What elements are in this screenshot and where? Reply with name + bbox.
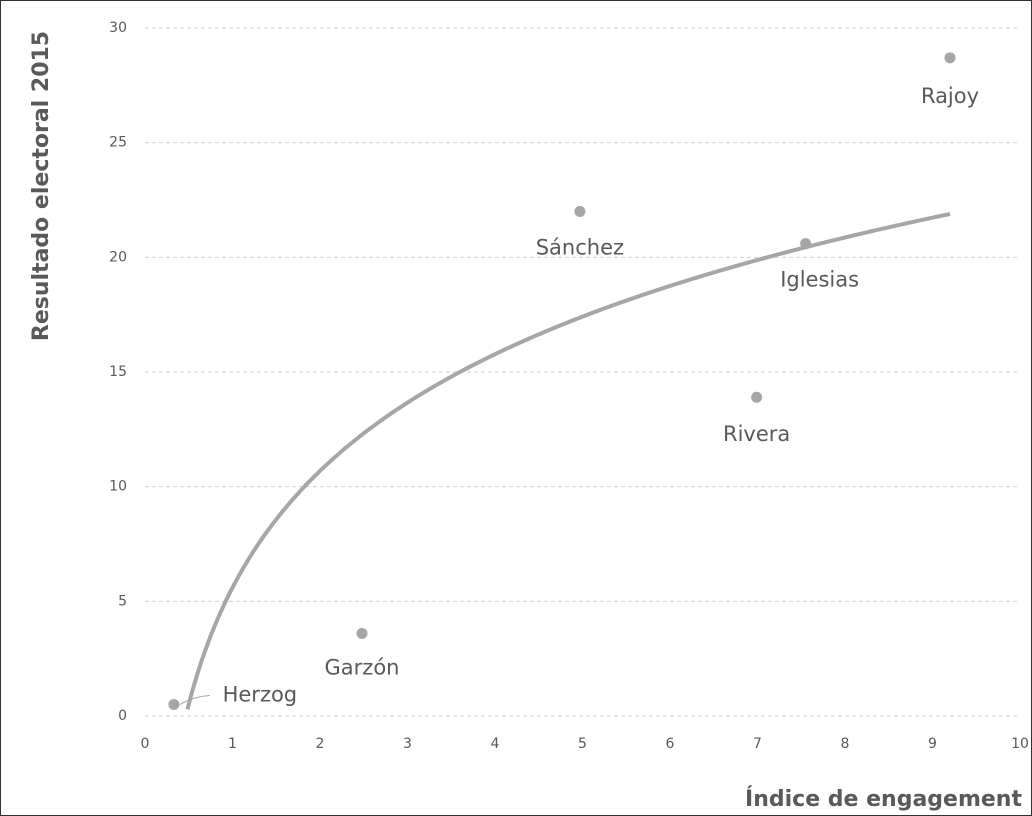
x-tick-label: 8: [841, 736, 850, 752]
y-tick-label: 25: [109, 135, 127, 151]
x-tick-label: 5: [578, 736, 587, 752]
y-tick-label: 15: [109, 364, 127, 380]
x-tick-label: 10: [1011, 736, 1029, 752]
y-tick-label: 0: [118, 708, 127, 724]
point-label: Herzog: [223, 683, 298, 707]
x-tick-label: 3: [403, 736, 412, 752]
x-tick-label: 7: [753, 736, 762, 752]
point-label: Garzón: [325, 655, 400, 679]
y-tick-label: 30: [109, 20, 127, 36]
x-tick-label: 1: [228, 736, 237, 752]
point-label: Sánchez: [536, 235, 624, 259]
x-tick-label: 4: [491, 736, 500, 752]
y-axis-title: Resultado electoral 2015: [29, 31, 54, 341]
y-tick-label: 10: [109, 479, 127, 495]
point: [944, 52, 956, 64]
point-label: Iglesias: [780, 268, 859, 292]
point: [168, 699, 180, 711]
point-label: Rajoy: [921, 84, 979, 108]
point: [356, 627, 368, 639]
x-tick-label: 2: [316, 736, 325, 752]
x-tick-label: 9: [928, 736, 937, 752]
x-tick-label: 0: [141, 736, 150, 752]
x-tick-label: 6: [666, 736, 675, 752]
point: [751, 391, 763, 403]
point: [574, 205, 586, 217]
y-tick-label: 5: [118, 593, 127, 609]
leader-line: [179, 695, 210, 705]
point-label: Rivera: [723, 422, 790, 446]
trendline: [185, 212, 951, 710]
x-axis-title: Índice de engagement: [745, 786, 1022, 812]
point: [800, 238, 812, 250]
y-tick-label: 20: [109, 249, 127, 265]
